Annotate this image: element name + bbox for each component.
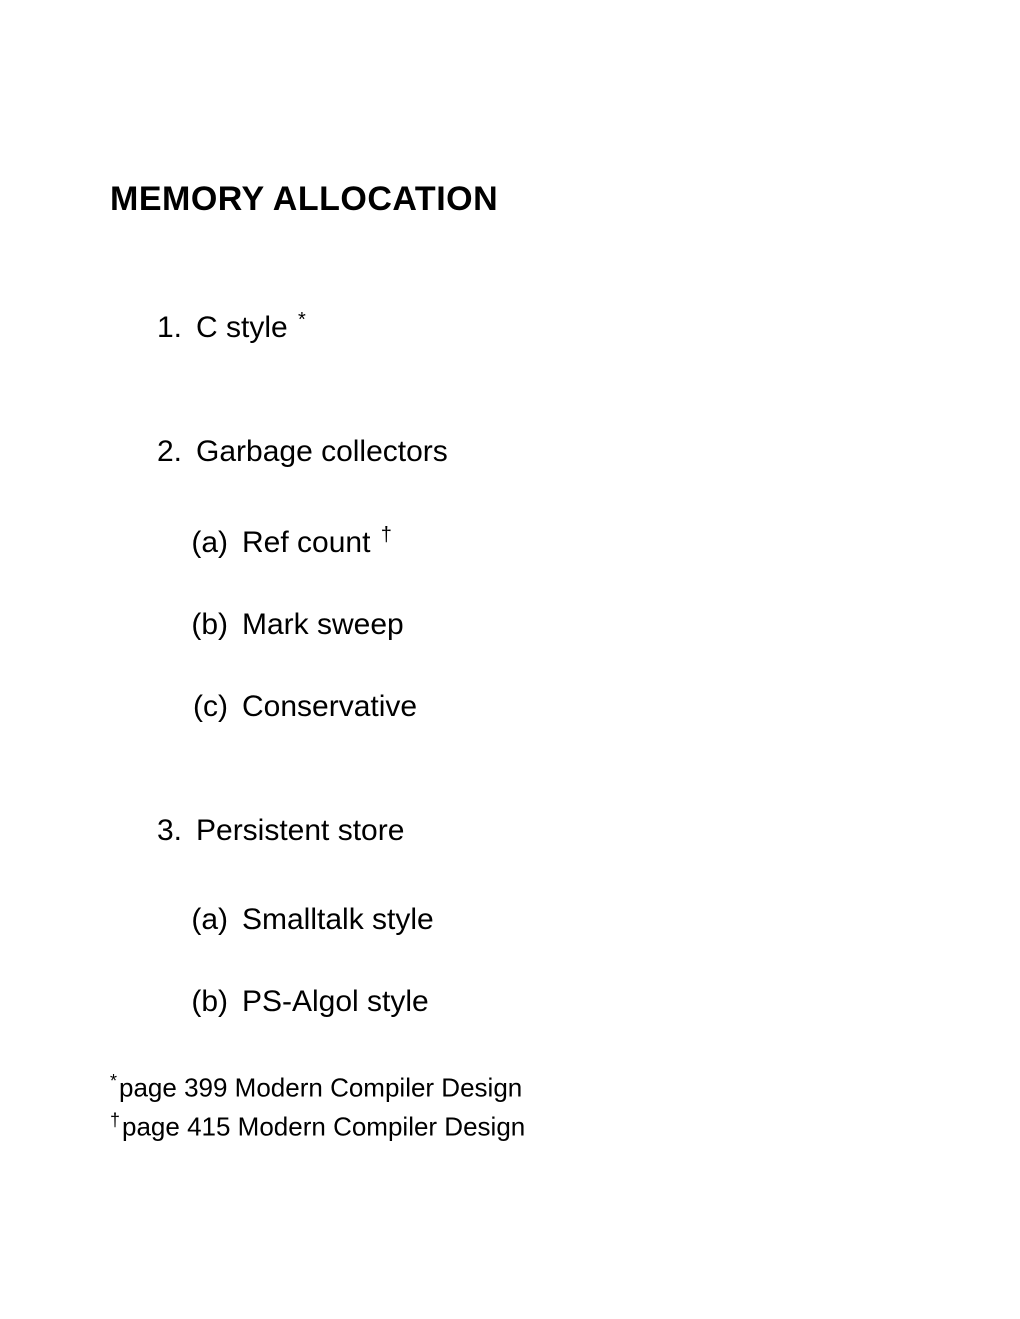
- sub-item: (a) Smalltalk style: [172, 903, 910, 937]
- sub-item: (c) Conservative: [172, 690, 910, 724]
- sub-text: Mark sweep: [242, 608, 404, 641]
- footnote-text: page 399 Modern Compiler Design: [119, 1073, 522, 1103]
- sub-label: (a): [172, 903, 228, 937]
- sub-text: Ref count: [242, 526, 370, 559]
- sub-text: PS-Algol style: [242, 985, 429, 1018]
- footnote-symbol: †: [110, 1110, 120, 1130]
- page-title: MEMORY ALLOCATION: [110, 180, 910, 219]
- list-section-2: 2. Garbage collectors (a) Ref count † (b) M…: [110, 435, 910, 724]
- list-number: 2.: [132, 435, 182, 469]
- footnote-symbol: *: [110, 1071, 117, 1091]
- list-item: 1. C style *: [132, 309, 910, 345]
- list-number: 1.: [132, 311, 182, 345]
- list-section-3: 3. Persistent store (a) Smalltalk style (b…: [110, 814, 910, 1019]
- sub-label: (c): [172, 690, 228, 724]
- footnote-marker: *: [298, 309, 306, 331]
- list-text: Garbage collectors: [196, 435, 448, 468]
- footnote-marker: †: [381, 524, 392, 546]
- sub-list: (a) Smalltalk style (b) PS-Algol style: [172, 903, 910, 1019]
- list-text: C style: [196, 311, 288, 344]
- sub-item: (b) PS-Algol style: [172, 985, 910, 1019]
- sub-list: (a) Ref count † (b) Mark sweep (c) Conserva…: [172, 524, 910, 724]
- list-item: 3. Persistent store: [132, 814, 910, 848]
- list-number: 3.: [132, 814, 182, 848]
- footnotes: *page 399 Modern Compiler Design †page 4…: [110, 1069, 910, 1145]
- sub-label: (b): [172, 985, 228, 1019]
- sub-label: (b): [172, 608, 228, 642]
- sub-item: (b) Mark sweep: [172, 608, 910, 642]
- list-section-1: 1. C style *: [110, 309, 910, 345]
- sub-text: Smalltalk style: [242, 903, 434, 936]
- list-item: 2. Garbage collectors: [132, 435, 910, 469]
- footnote: *page 399 Modern Compiler Design: [110, 1069, 910, 1106]
- footnote-text: page 415 Modern Compiler Design: [122, 1111, 525, 1141]
- sub-text: Conservative: [242, 690, 417, 723]
- list-text: Persistent store: [196, 814, 404, 847]
- sub-label: (a): [172, 526, 228, 560]
- footnote: †page 415 Modern Compiler Design: [110, 1108, 910, 1145]
- sub-item: (a) Ref count †: [172, 524, 910, 560]
